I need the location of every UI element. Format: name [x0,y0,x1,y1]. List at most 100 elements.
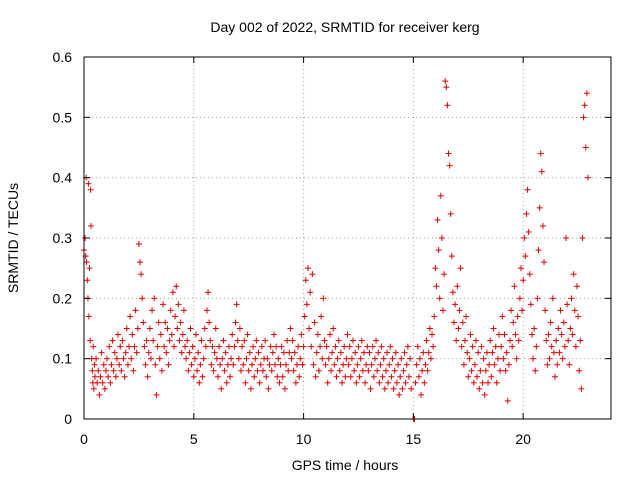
data-point [330,325,337,332]
data-point [528,331,535,338]
data-point [222,349,229,356]
data-point [405,373,412,380]
data-point [197,361,204,368]
data-point [304,265,311,272]
data-point [146,325,153,332]
data-point [357,355,364,362]
data-point [458,343,465,350]
data-point [429,331,436,338]
data-point [455,325,462,332]
data-point [498,343,505,350]
data-point [530,355,537,362]
data-point [340,361,347,368]
data-point [404,343,411,350]
data-point [531,325,538,332]
data-point [83,259,90,266]
y-tick-label: 0.1 [53,351,73,367]
data-point [447,210,454,217]
data-point [238,367,245,374]
data-point [508,307,515,314]
data-point [217,361,224,368]
data-point [157,331,164,338]
data-point [254,367,261,374]
data-point [348,355,355,362]
data-point [414,343,421,350]
data-point [165,361,172,368]
data-point [288,355,295,362]
data-point [242,379,249,386]
data-point [492,343,499,350]
data-point [173,283,180,290]
data-point [345,361,352,368]
data-point [140,319,147,326]
data-point [127,313,134,320]
data-point [213,355,220,362]
data-point [91,373,98,380]
data-point [285,367,292,374]
data-point [386,361,393,368]
data-point [216,343,223,350]
data-point [494,355,501,362]
data-point [431,313,438,320]
data-point [152,361,159,368]
data-point [547,319,554,326]
data-point [562,235,569,241]
data-point [251,373,258,380]
data-point [85,313,92,320]
data-point [250,343,257,350]
data-point [467,331,474,338]
data-point [476,385,483,392]
data-point [227,373,234,380]
data-point [422,361,429,368]
data-point [278,343,285,350]
data-point [206,319,213,326]
data-point [465,373,472,380]
data-point [171,343,178,350]
data-point [481,391,488,398]
data-point [365,367,372,374]
data-point [269,349,276,356]
y-tick-label: 0.4 [53,170,73,186]
data-point [183,355,190,362]
data-point [466,355,473,362]
data-point [210,367,217,374]
data-point [128,355,135,362]
data-point [342,373,349,380]
data-point [220,337,227,344]
data-point [388,373,395,380]
data-point [438,235,445,241]
data-point [569,331,576,338]
data-point [126,343,133,350]
data-point [109,337,116,344]
data-point [118,367,125,374]
data-point [402,379,409,386]
data-point [256,379,263,386]
data-point [353,379,360,386]
data-point [416,355,423,362]
data-point [295,343,302,350]
data-point [491,361,498,368]
data-point [337,349,344,356]
data-point [371,355,378,362]
data-point [203,307,210,314]
data-point [356,373,363,380]
data-point [482,367,489,374]
data-point [205,289,212,296]
data-point [425,349,432,356]
data-point [303,301,310,308]
data-point [131,343,138,350]
data-point [445,150,452,157]
data-point [560,319,567,326]
data-point [524,186,531,193]
data-point [119,337,126,344]
data-point [231,343,238,350]
data-point [287,325,294,332]
data-point [532,367,539,374]
data-point [488,373,495,380]
data-point [94,379,101,386]
data-point [443,84,450,91]
data-point [307,289,314,296]
data-point [584,174,591,181]
data-point [366,349,373,356]
data-point [208,361,215,368]
